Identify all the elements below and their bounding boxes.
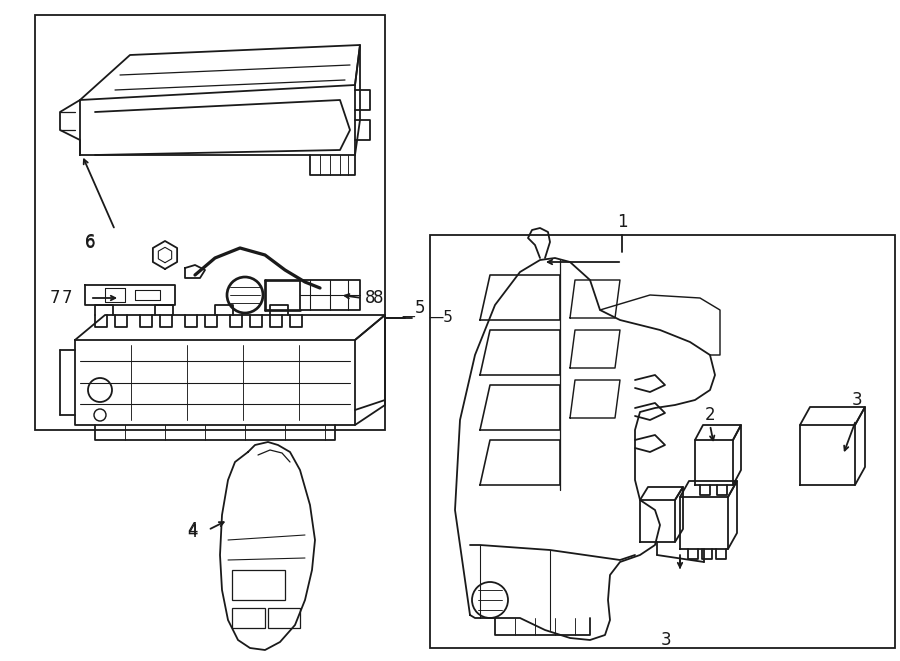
Text: —: — bbox=[401, 311, 415, 325]
Bar bbox=[232, 608, 265, 628]
Circle shape bbox=[227, 277, 263, 313]
Circle shape bbox=[94, 409, 106, 421]
Text: 8: 8 bbox=[364, 289, 375, 307]
Text: 6: 6 bbox=[85, 234, 95, 252]
Text: 6: 6 bbox=[85, 233, 95, 251]
Text: 4: 4 bbox=[187, 523, 197, 541]
Bar bbox=[430, 235, 895, 648]
Bar bbox=[35, 15, 385, 430]
Text: —5: —5 bbox=[428, 311, 453, 325]
Text: 5: 5 bbox=[415, 299, 425, 317]
Text: 7: 7 bbox=[50, 289, 60, 307]
Text: 4: 4 bbox=[187, 521, 197, 539]
Text: 3: 3 bbox=[851, 391, 862, 409]
Bar bbox=[268, 608, 300, 628]
Text: 3: 3 bbox=[661, 631, 671, 649]
Text: 2: 2 bbox=[705, 406, 716, 424]
Text: 1: 1 bbox=[616, 213, 627, 231]
Text: 7: 7 bbox=[62, 289, 72, 307]
Circle shape bbox=[472, 582, 508, 618]
Bar bbox=[232, 570, 285, 600]
Circle shape bbox=[88, 378, 112, 402]
Text: 8: 8 bbox=[373, 289, 383, 307]
